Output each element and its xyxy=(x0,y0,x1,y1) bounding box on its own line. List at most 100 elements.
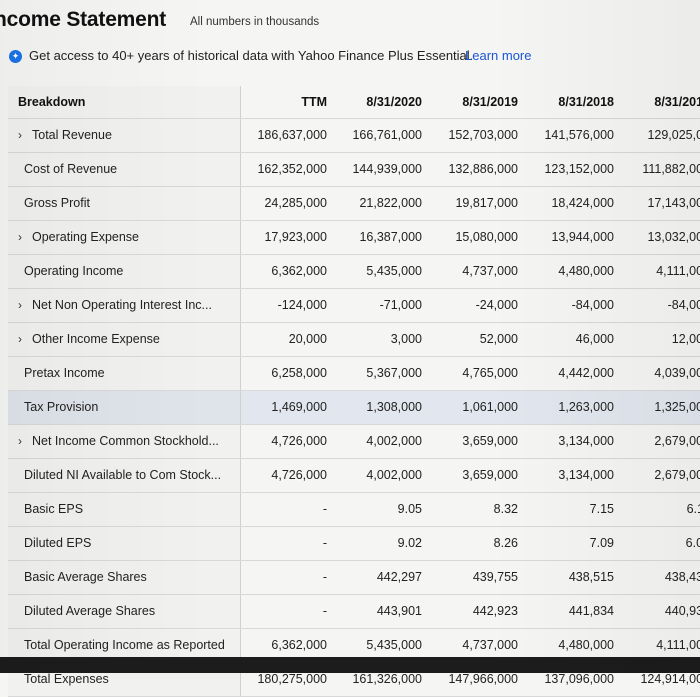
table-row: Diluted Average Shares - 443,901 442,923 441… xyxy=(8,595,700,629)
value-cell: 144,939,000 xyxy=(352,162,422,176)
value-cell: 4,737,000 xyxy=(462,264,518,278)
value-cell: 123,152,000 xyxy=(544,162,614,176)
row-label-text: Diluted Average Shares xyxy=(24,604,156,618)
table-row: Cost of Revenue 162,352,000 144,939,000 132… xyxy=(8,153,700,187)
row-label-text: Diluted EPS xyxy=(24,536,92,550)
value-cell: 439,755 xyxy=(472,570,518,584)
value-cell: 166,761,000 xyxy=(352,128,422,142)
value-cell: 4,726,000 xyxy=(240,425,327,458)
value-cell: 9.05 xyxy=(397,502,422,516)
row-label[interactable]: › Total Revenue xyxy=(8,119,240,152)
row-label[interactable]: › Net Non Operating Interest Inc... xyxy=(8,289,240,322)
value-cell: 4,111,000 xyxy=(656,264,700,278)
table-row: Pretax Income 6,258,000 5,367,000 4,765,000… xyxy=(8,357,700,391)
value-cell: - xyxy=(240,493,327,526)
value-cell: 440,937 xyxy=(664,604,700,618)
row-label-text: Pretax Income xyxy=(24,366,105,380)
row-label: Total Operating Income as Reported xyxy=(8,629,240,662)
row-label: Operating Income xyxy=(8,255,240,288)
table-row[interactable]: › Net Income Common Stockhold... 4,726,000… xyxy=(8,425,700,459)
table-row: Tax Provision 1,469,000 1,308,000 1,061,000… xyxy=(8,391,700,425)
value-cell: 6,362,000 xyxy=(240,629,327,662)
column-header: 8/31/2017 xyxy=(654,95,700,109)
value-cell: 4,480,000 xyxy=(558,264,614,278)
chevron-right-icon[interactable]: › xyxy=(18,230,22,244)
value-cell: 19,817,000 xyxy=(455,196,518,210)
table-row: Diluted EPS - 9.02 8.26 7.09 6.08 xyxy=(8,527,700,561)
row-label[interactable]: › Operating Expense xyxy=(8,221,240,254)
value-cell: 141,576,000 xyxy=(544,128,614,142)
value-cell: 3,659,000 xyxy=(462,434,518,448)
value-cell: 4,765,000 xyxy=(462,366,518,380)
value-cell: -84,000 xyxy=(571,298,614,312)
table-row: Diluted NI Available to Com Stock... 4,72… xyxy=(8,459,700,493)
chevron-right-icon[interactable]: › xyxy=(18,434,22,448)
value-cell: 4,726,000 xyxy=(240,459,327,492)
value-cell: 2,679,000 xyxy=(654,434,700,448)
value-cell: - xyxy=(240,561,327,594)
value-cell: 438,437 xyxy=(664,570,700,584)
column-header: 8/31/2019 xyxy=(462,95,518,109)
row-label-text: Gross Profit xyxy=(24,196,90,210)
value-cell: 17,923,000 xyxy=(240,221,327,254)
row-label[interactable]: › Net Income Common Stockhold... xyxy=(8,425,240,458)
column-header: TTM xyxy=(240,86,327,118)
row-label-text: Basic EPS xyxy=(24,502,84,516)
chevron-right-icon[interactable]: › xyxy=(18,298,22,312)
value-cell: 132,886,000 xyxy=(448,162,518,176)
value-cell: 442,297 xyxy=(376,570,422,584)
value-cell: 5,435,000 xyxy=(366,264,422,278)
value-cell: 1,469,000 xyxy=(240,391,327,424)
value-cell: 13,032,000 xyxy=(647,230,700,244)
value-cell: 52,000 xyxy=(479,332,518,346)
value-cell: -124,000 xyxy=(240,289,327,322)
value-cell: 4,480,000 xyxy=(558,638,614,652)
value-cell: 3,659,000 xyxy=(462,468,518,482)
page-title: ncome Statement xyxy=(0,8,167,31)
row-label[interactable]: › Other Income Expense xyxy=(8,323,240,356)
row-label-text: Operating Income xyxy=(24,264,124,278)
value-cell: 6.08 xyxy=(685,536,700,550)
row-label: Basic EPS xyxy=(8,493,240,526)
learn-more-link[interactable]: Learn more xyxy=(465,48,532,63)
value-cell: 3,134,000 xyxy=(558,468,614,482)
breakdown-header: Breakdown xyxy=(8,86,240,118)
table-row[interactable]: › Total Revenue 186,637,000 166,761,000 152,… xyxy=(8,119,700,153)
value-cell: 46,000 xyxy=(575,332,614,346)
value-cell: - xyxy=(240,595,327,628)
value-cell: 3,134,000 xyxy=(558,434,614,448)
value-cell: 18,424,000 xyxy=(551,196,614,210)
chevron-right-icon[interactable]: › xyxy=(18,128,22,142)
row-label: Diluted EPS xyxy=(8,527,240,560)
chevron-right-icon[interactable]: › xyxy=(18,332,22,346)
value-cell: - xyxy=(240,527,327,560)
value-cell: 3,000 xyxy=(390,332,422,346)
row-label-text: Diluted NI Available to Com Stock... xyxy=(24,468,222,482)
row-label-text: Total Expenses xyxy=(24,672,109,686)
value-cell: -24,000 xyxy=(475,298,518,312)
value-cell: -71,000 xyxy=(379,298,422,312)
value-cell: 162,352,000 xyxy=(240,153,327,186)
row-label-text: Net Non Operating Interest Inc... xyxy=(32,298,212,312)
value-cell: 2,679,000 xyxy=(654,468,700,482)
value-cell: 4,111,000 xyxy=(656,638,700,652)
row-label: Cost of Revenue xyxy=(8,153,240,186)
row-label-text: Other Income Expense xyxy=(32,332,160,346)
value-cell: 20,000 xyxy=(240,323,327,356)
value-cell: 7.15 xyxy=(589,502,614,516)
table-header-row: Breakdown TTM 8/31/2020 8/31/2019 8/31/2… xyxy=(8,86,700,119)
row-label-text: Cost of Revenue xyxy=(24,162,118,176)
table-row[interactable]: › Operating Expense 17,923,000 16,387,000 15… xyxy=(8,221,700,255)
value-cell: 9.02 xyxy=(397,536,422,550)
row-label: Pretax Income xyxy=(8,357,240,390)
row-label-text: Basic Average Shares xyxy=(24,570,147,584)
table-row[interactable]: › Other Income Expense 20,000 3,000 52,000 46… xyxy=(8,323,700,357)
value-cell: 8.32 xyxy=(493,502,518,516)
value-cell: 4,039,000 xyxy=(654,366,700,380)
table-row[interactable]: › Net Non Operating Interest Inc... -124,0… xyxy=(8,289,700,323)
value-cell: 4,002,000 xyxy=(366,468,422,482)
value-cell: 186,637,000 xyxy=(240,119,327,152)
value-cell: 17,143,000 xyxy=(647,196,700,210)
plus-icon: ✦ xyxy=(9,50,22,63)
value-cell: 6,258,000 xyxy=(240,357,327,390)
